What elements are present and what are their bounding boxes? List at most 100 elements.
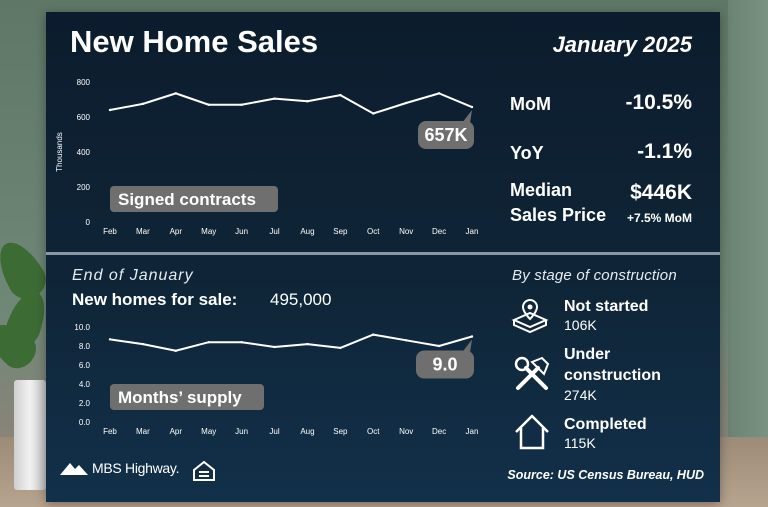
y-tick-label: 0.0 — [79, 418, 91, 427]
stage-under-construction-line2: construction — [564, 367, 661, 384]
y-tick-label: 200 — [77, 183, 91, 192]
data-point — [240, 103, 243, 106]
mbs-logo: MBS Highway. — [60, 460, 179, 476]
median-sub: +7.5% MoM — [626, 211, 692, 225]
data-point — [207, 103, 210, 106]
stage-not-started-count: 106K — [564, 317, 597, 333]
x-tick-label: Mar — [136, 227, 150, 236]
series-line — [109, 333, 473, 352]
yoy-label: YoY — [510, 143, 544, 163]
data-point — [470, 335, 474, 338]
x-tick-label: May — [201, 427, 216, 436]
charts-svg: 0 200 400 600 800 Thousands Feb Mar Apr May Jun Jul… — [55, 78, 479, 436]
mom-value: -10.5% — [625, 91, 692, 114]
callout-pointer — [462, 110, 472, 124]
data-point — [273, 97, 276, 100]
x-tick-label: Jul — [269, 227, 279, 236]
data-point — [306, 342, 309, 346]
data-point — [141, 342, 145, 346]
series-tag-box — [110, 186, 278, 212]
mom-label: MoM — [510, 94, 551, 114]
x-tick-label: Sep — [333, 427, 348, 436]
x-tick-label: Feb — [103, 227, 117, 236]
x-tick-label: Jun — [235, 227, 248, 236]
x-tick-label: Dec — [432, 227, 446, 236]
data-point — [141, 102, 145, 106]
data-point — [437, 92, 441, 95]
x-tick-label: Nov — [399, 227, 413, 236]
data-point — [372, 112, 375, 115]
data-point — [404, 101, 408, 105]
for-sale-value: 495,000 — [270, 290, 332, 309]
y-tick-label: 6.0 — [79, 361, 91, 370]
y-tick-label: 8.0 — [79, 342, 91, 351]
x-tick-label: Jul — [269, 427, 279, 436]
source-note: Source: US Census Bureau, HUD — [507, 468, 704, 482]
for-sale-label: New homes for sale: — [72, 290, 238, 309]
x-tick-label: Jan — [466, 227, 479, 236]
median-label-line2: Sales Price — [510, 205, 607, 225]
section-divider — [46, 252, 720, 255]
data-point — [174, 92, 178, 95]
series-tag-label: Signed contracts — [118, 190, 256, 209]
end-of-month-label: End of January — [72, 267, 194, 284]
data-point — [207, 341, 210, 344]
map-pin-building-icon — [511, 298, 549, 334]
stage-under-construction-count: 274K — [564, 387, 597, 403]
data-point — [174, 349, 178, 352]
y-tick-label: 2.0 — [79, 399, 91, 408]
x-tick-label: Mar — [136, 427, 150, 436]
data-point — [273, 345, 276, 349]
mountain-logo-icon — [60, 463, 88, 475]
series-line — [109, 92, 473, 115]
y-tick-label: 600 — [77, 113, 91, 122]
x-tick-label: Apr — [170, 227, 183, 236]
y-tick-label: 4.0 — [79, 380, 91, 389]
data-point — [108, 108, 112, 112]
data-point — [404, 339, 408, 342]
series-tag-label: Months’ supply — [118, 388, 242, 407]
callout-box — [416, 350, 474, 379]
data-point — [306, 100, 309, 103]
y-axis-label: Thousands — [55, 132, 64, 172]
x-tick-label: Dec — [432, 427, 446, 436]
x-tick-label: Oct — [367, 227, 380, 236]
house-outline-icon — [515, 414, 549, 450]
y-tick-label: 0 — [86, 218, 91, 227]
report-date: January 2025 — [552, 32, 692, 57]
yoy-value: -1.1% — [637, 140, 692, 163]
x-tick-label: Jun — [235, 427, 248, 436]
page-title: New Home Sales — [70, 24, 319, 59]
data-point — [372, 333, 375, 336]
stage-heading: By stage of construction — [512, 267, 677, 284]
x-tick-label: Jan — [466, 427, 479, 436]
data-point — [240, 341, 243, 344]
stage-completed-count: 115K — [564, 435, 596, 451]
data-point — [108, 338, 112, 341]
hammer-wrench-icon — [514, 356, 550, 390]
data-point — [339, 346, 342, 350]
x-tick-label: Sep — [333, 227, 348, 236]
y-tick-label: 10.0 — [74, 323, 90, 332]
data-point — [437, 344, 441, 348]
callout-pointer — [462, 339, 472, 353]
infographic-panel: New Home Sales January 2025 0 200 400 600 80… — [46, 12, 720, 502]
x-tick-label: Aug — [300, 427, 314, 436]
x-tick-label: Nov — [399, 427, 413, 436]
equal-housing-icon — [193, 460, 215, 481]
plant-pot — [14, 380, 46, 490]
x-tick-label: May — [201, 227, 216, 236]
callout-label: 9.0 — [432, 355, 457, 375]
stage-completed-title: Completed — [564, 416, 647, 433]
stage-not-started-title: Not started — [564, 298, 649, 315]
series-tag-box — [110, 384, 264, 410]
data-point — [339, 93, 342, 97]
stage-under-construction-line1: Under — [564, 346, 611, 363]
callout-box — [418, 121, 474, 150]
median-value: $446K — [630, 181, 692, 204]
background-wall — [728, 0, 768, 440]
data-point — [470, 105, 474, 109]
callout-label: 657K — [424, 125, 467, 145]
x-tick-label: Apr — [170, 427, 183, 436]
y-tick-label: 800 — [77, 78, 91, 87]
